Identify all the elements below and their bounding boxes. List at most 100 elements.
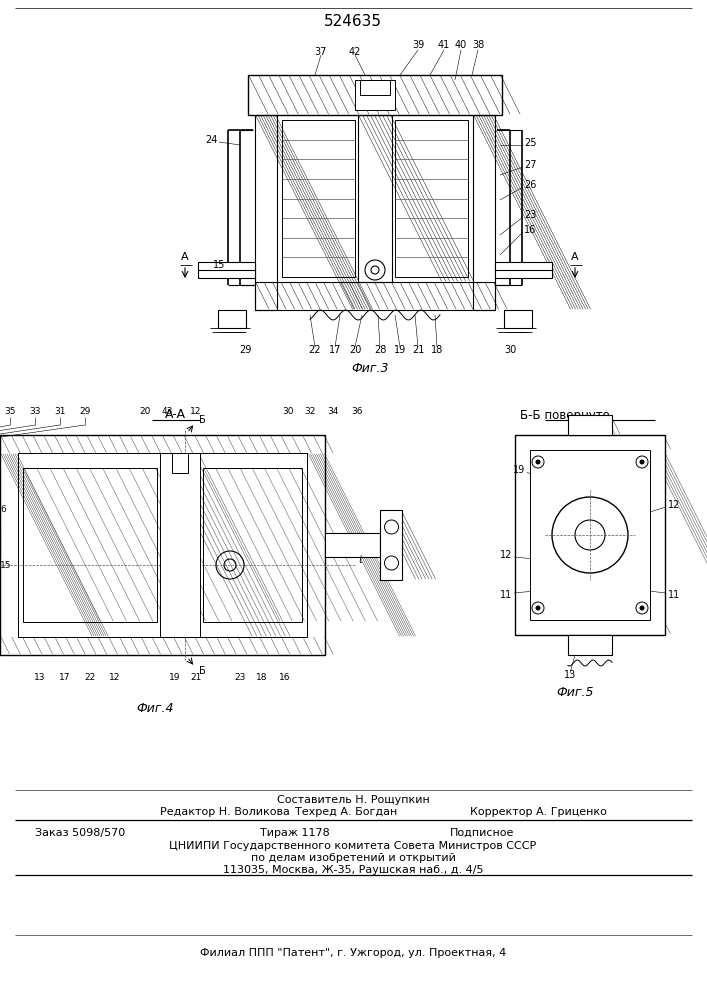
Text: 21: 21 <box>190 674 201 682</box>
Bar <box>530 450 650 620</box>
Text: 24: 24 <box>206 135 218 145</box>
Text: 11: 11 <box>668 590 680 600</box>
Text: 20: 20 <box>139 408 151 416</box>
Text: Б: Б <box>199 666 206 676</box>
Text: 23: 23 <box>234 674 246 682</box>
Bar <box>218 310 246 328</box>
Text: 18: 18 <box>256 674 268 682</box>
Text: 35: 35 <box>4 408 16 416</box>
Text: 20: 20 <box>349 345 361 355</box>
Bar <box>203 468 303 622</box>
Text: 36: 36 <box>351 408 363 416</box>
Text: A-A: A-A <box>165 408 185 422</box>
Text: 25: 25 <box>524 138 537 148</box>
Bar <box>282 120 355 277</box>
Text: Б: Б <box>199 415 206 425</box>
Text: 27: 27 <box>524 160 537 170</box>
Bar <box>255 282 495 310</box>
Text: 21: 21 <box>411 345 424 355</box>
Text: 23: 23 <box>524 210 537 220</box>
Text: 6: 6 <box>0 506 6 514</box>
Bar <box>568 635 612 655</box>
Text: 15: 15 <box>213 260 225 270</box>
Bar <box>515 435 665 635</box>
Text: 33: 33 <box>29 408 41 416</box>
Bar <box>325 533 380 557</box>
Text: Техред А. Богдан: Техред А. Богдан <box>295 807 397 817</box>
Text: 40: 40 <box>455 40 467 50</box>
Text: 30: 30 <box>504 345 516 355</box>
Bar <box>160 453 200 637</box>
Bar <box>0 435 325 655</box>
Text: 12: 12 <box>500 550 512 560</box>
Bar <box>568 415 612 435</box>
Text: 113035, Москва, Ж-35, Раушская наб., д. 4/5: 113035, Москва, Ж-35, Раушская наб., д. … <box>223 865 484 875</box>
Text: Фиг.4: Фиг.4 <box>136 702 174 714</box>
Text: 26: 26 <box>524 180 537 190</box>
Bar <box>473 115 495 310</box>
Text: 34: 34 <box>327 408 339 416</box>
Text: 19: 19 <box>394 345 406 355</box>
Text: 12: 12 <box>668 500 680 510</box>
Bar <box>504 310 532 328</box>
Text: 19: 19 <box>169 674 181 682</box>
Text: Тираж 1178: Тираж 1178 <box>260 828 329 838</box>
Bar <box>395 120 468 277</box>
Text: Фиг.5: Фиг.5 <box>556 686 594 700</box>
Text: 524635: 524635 <box>324 14 382 29</box>
Circle shape <box>536 460 540 464</box>
Text: 30: 30 <box>282 408 293 416</box>
Text: 37: 37 <box>315 47 327 57</box>
Bar <box>255 115 277 310</box>
Text: 16: 16 <box>279 674 291 682</box>
Text: 19: 19 <box>513 465 525 475</box>
Text: Редактор Н. Воликова: Редактор Н. Воликова <box>160 807 290 817</box>
Text: 31: 31 <box>54 408 66 416</box>
Bar <box>248 75 502 115</box>
Text: 17: 17 <box>59 674 71 682</box>
Circle shape <box>640 606 644 610</box>
Text: 38: 38 <box>472 40 484 50</box>
Circle shape <box>536 606 540 610</box>
Text: Б-Б повернуто: Б-Б повернуто <box>520 408 610 422</box>
Text: Фиг.3: Фиг.3 <box>351 361 389 374</box>
Text: 29: 29 <box>79 408 90 416</box>
Text: 42: 42 <box>349 47 361 57</box>
Text: 12: 12 <box>190 408 201 416</box>
Circle shape <box>640 460 644 464</box>
Bar <box>360 80 390 95</box>
Text: 13: 13 <box>564 670 576 680</box>
Text: Филиал ППП "Патент", г. Ужгород, ул. Проектная, 4: Филиал ППП "Патент", г. Ужгород, ул. Про… <box>200 948 506 958</box>
Text: 41: 41 <box>438 40 450 50</box>
Text: 11: 11 <box>500 590 512 600</box>
Text: 29: 29 <box>239 345 251 355</box>
Text: 13: 13 <box>34 674 46 682</box>
Text: 43: 43 <box>161 408 173 416</box>
Bar <box>358 115 392 282</box>
Text: 17: 17 <box>329 345 341 355</box>
Text: 22: 22 <box>309 345 321 355</box>
Bar <box>23 468 157 622</box>
Text: t: t <box>358 555 362 565</box>
Text: 28: 28 <box>374 345 386 355</box>
Text: Составитель Н. Рощупкин: Составитель Н. Рощупкин <box>276 795 429 805</box>
Bar <box>18 453 308 637</box>
Text: 12: 12 <box>110 674 121 682</box>
Bar <box>495 262 552 278</box>
Text: 16: 16 <box>524 225 536 235</box>
Text: Заказ 5098/570: Заказ 5098/570 <box>35 828 125 838</box>
Text: 32: 32 <box>304 408 316 416</box>
Bar <box>172 453 188 473</box>
Text: 22: 22 <box>84 674 95 682</box>
Text: 15: 15 <box>0 560 11 570</box>
Bar <box>198 262 255 278</box>
Text: A: A <box>181 252 189 262</box>
Text: по делам изобретений и открытий: по делам изобретений и открытий <box>250 853 455 863</box>
Text: 18: 18 <box>431 345 443 355</box>
Text: Подписное: Подписное <box>450 828 515 838</box>
Text: Корректор А. Гриценко: Корректор А. Гриценко <box>470 807 607 817</box>
Bar <box>355 80 395 110</box>
Text: 39: 39 <box>412 40 424 50</box>
Bar <box>380 510 402 580</box>
Text: A: A <box>571 252 579 262</box>
